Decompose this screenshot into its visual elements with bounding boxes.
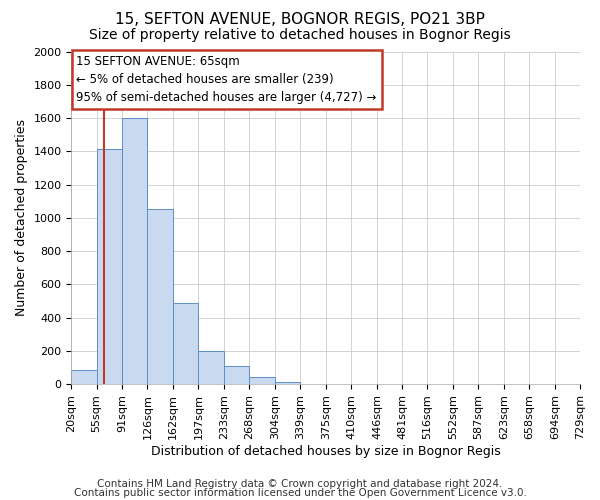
Bar	[199, 351, 224, 384]
X-axis label: Distribution of detached houses by size in Bognor Regis: Distribution of detached houses by size …	[151, 444, 500, 458]
Text: Contains HM Land Registry data © Crown copyright and database right 2024.: Contains HM Land Registry data © Crown c…	[97, 479, 503, 489]
Bar	[148, 210, 173, 384]
Bar	[122, 118, 148, 384]
Text: 15, SEFTON AVENUE, BOGNOR REGIS, PO21 3BP: 15, SEFTON AVENUE, BOGNOR REGIS, PO21 3B…	[115, 12, 485, 28]
Bar	[97, 149, 122, 384]
Text: Contains public sector information licensed under the Open Government Licence v3: Contains public sector information licen…	[74, 488, 526, 498]
Y-axis label: Number of detached properties: Number of detached properties	[15, 120, 28, 316]
Bar	[71, 370, 97, 384]
Text: Size of property relative to detached houses in Bognor Regis: Size of property relative to detached ho…	[89, 28, 511, 42]
Bar	[173, 302, 199, 384]
Bar	[224, 366, 250, 384]
Text: 15 SEFTON AVENUE: 65sqm
← 5% of detached houses are smaller (239)
95% of semi-de: 15 SEFTON AVENUE: 65sqm ← 5% of detached…	[76, 55, 377, 104]
Bar	[250, 378, 275, 384]
Bar	[275, 382, 300, 384]
